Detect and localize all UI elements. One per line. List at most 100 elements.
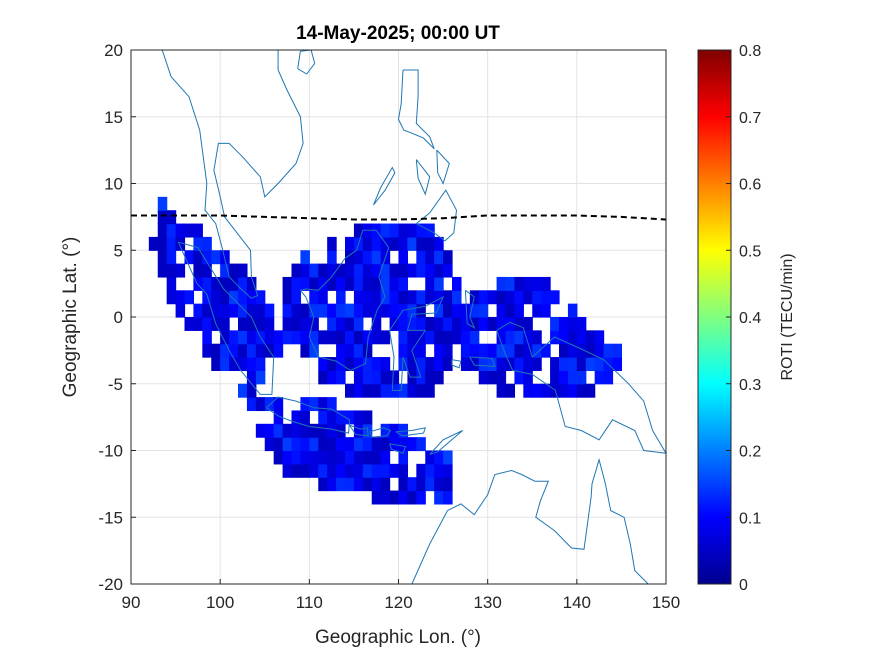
roti-cell xyxy=(220,263,230,278)
roti-cell xyxy=(273,410,284,425)
roti-cell xyxy=(300,263,310,278)
roti-cell xyxy=(523,383,533,398)
roti-cell xyxy=(353,330,364,345)
roti-cell xyxy=(193,223,203,238)
roti-cell xyxy=(318,303,328,318)
roti-cell xyxy=(532,330,542,345)
roti-cell xyxy=(273,450,284,465)
x-tick-label: 140 xyxy=(563,593,591,612)
roti-cell xyxy=(175,290,186,305)
roti-cell xyxy=(585,330,596,345)
roti-cell xyxy=(398,437,409,452)
colorbar xyxy=(697,49,732,585)
roti-cell xyxy=(238,263,248,278)
roti-cell xyxy=(523,330,533,345)
coastline xyxy=(415,159,431,196)
roti-cell xyxy=(523,317,533,331)
roti-cell xyxy=(193,317,203,331)
roti-cell xyxy=(309,423,319,438)
coastline xyxy=(429,430,464,455)
roti-cell xyxy=(318,410,328,425)
roti-cell xyxy=(576,370,587,385)
roti-cell xyxy=(220,317,230,331)
coastline xyxy=(389,295,445,391)
roti-cell xyxy=(576,383,587,398)
roti-cell xyxy=(255,317,266,331)
roti-cell xyxy=(532,276,542,291)
roti-cell xyxy=(603,370,614,385)
roti-cell xyxy=(398,490,409,505)
roti-cell xyxy=(532,357,542,371)
roti-cell xyxy=(345,357,355,371)
roti-cell xyxy=(407,330,417,345)
coastline xyxy=(266,396,351,434)
roti-cell xyxy=(238,330,248,345)
y-tick-label: -20 xyxy=(98,575,123,594)
y-tick-label: -10 xyxy=(98,442,123,461)
chart-title: 14-May-2025; 00:00 UT xyxy=(296,23,500,44)
y-tick-label: 15 xyxy=(104,108,123,127)
roti-cell xyxy=(443,250,453,265)
roti-cell xyxy=(496,383,507,398)
roti-cell xyxy=(541,303,551,318)
roti-cell xyxy=(407,263,417,278)
roti-cell xyxy=(345,250,355,265)
roti-cell xyxy=(300,303,310,318)
roti-cell xyxy=(220,290,230,305)
roti-cell xyxy=(255,290,266,305)
roti-cell xyxy=(407,303,417,318)
roti-cell xyxy=(300,343,310,358)
roti-cell xyxy=(336,317,346,331)
roti-cell xyxy=(282,290,293,305)
roti-cell xyxy=(425,317,435,331)
roti-cell xyxy=(327,236,337,251)
roti-cell xyxy=(398,263,409,278)
roti-cell xyxy=(576,357,587,371)
roti-cell xyxy=(380,263,391,278)
roti-cell xyxy=(380,357,391,371)
roti-cell xyxy=(202,250,212,265)
roti-cell xyxy=(425,236,435,251)
roti-cell xyxy=(175,303,186,318)
roti-cell xyxy=(327,423,337,438)
roti-cell xyxy=(398,383,409,398)
roti-cell xyxy=(380,383,391,398)
roti-cell xyxy=(496,290,507,305)
roti-cell xyxy=(478,317,489,331)
colorbar-tick-label: 0.4 xyxy=(739,310,761,327)
roti-cell xyxy=(487,343,498,358)
roti-cell xyxy=(407,317,417,331)
roti-cell xyxy=(434,330,444,345)
roti-cell xyxy=(550,290,560,305)
roti-cell xyxy=(353,463,364,478)
coastline xyxy=(373,166,396,206)
roti-cell xyxy=(434,370,444,385)
roti-cell xyxy=(255,397,266,412)
roti-cell xyxy=(193,276,203,291)
roti-cell xyxy=(389,223,400,238)
roti-cell xyxy=(567,303,578,318)
roti-cell xyxy=(336,330,346,345)
roti-cell xyxy=(229,290,239,305)
roti-cell xyxy=(425,357,435,371)
roti-cell xyxy=(291,290,302,305)
roti-cell xyxy=(567,330,578,345)
roti-cell xyxy=(380,423,391,438)
roti-cell xyxy=(238,383,248,398)
roti-cell xyxy=(371,263,382,278)
roti-cell xyxy=(255,423,266,438)
x-axis-label: Geographic Lon. (°) xyxy=(315,627,481,648)
roti-cell xyxy=(514,343,524,358)
roti-cell xyxy=(362,276,373,291)
roti-cell xyxy=(487,317,498,331)
roti-cell xyxy=(318,450,328,465)
roti-cell xyxy=(345,263,355,278)
y-tick-label: -5 xyxy=(108,375,123,394)
roti-cell xyxy=(460,343,471,358)
roti-cell xyxy=(175,236,186,251)
roti-cell xyxy=(291,276,302,291)
coastline xyxy=(451,359,462,369)
roti-cell xyxy=(505,383,516,398)
coastline xyxy=(411,457,649,584)
roti-cell xyxy=(398,223,409,238)
